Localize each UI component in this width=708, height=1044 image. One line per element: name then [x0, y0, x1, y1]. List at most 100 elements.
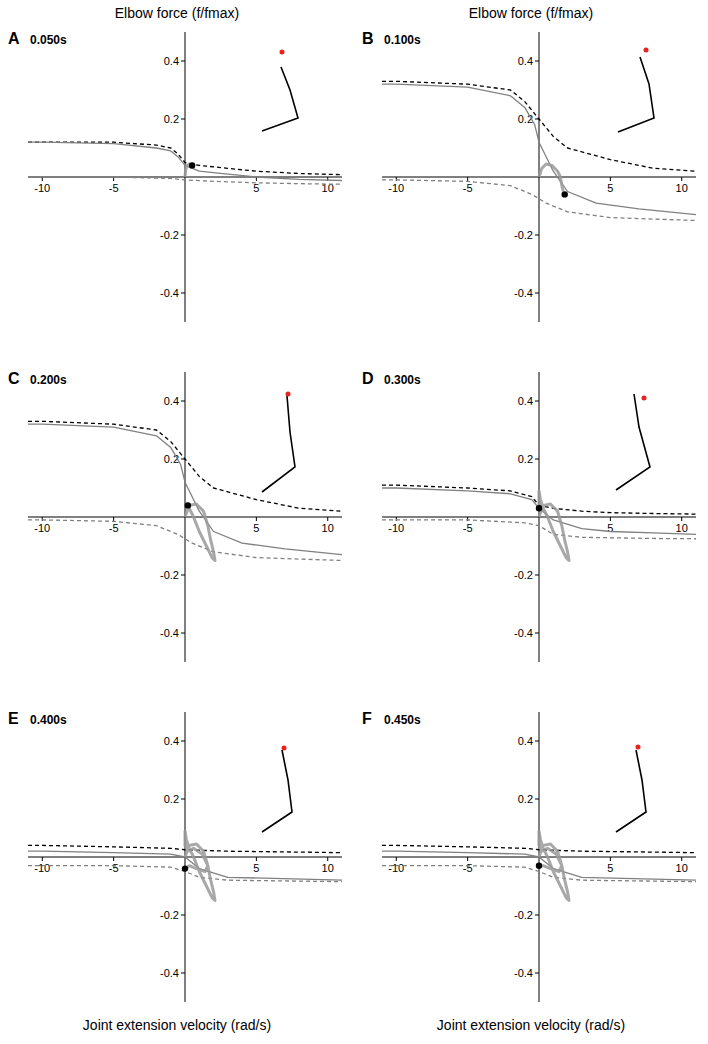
panel-title: 0.300s: [384, 373, 421, 387]
column-title: Elbow force (f/fmax): [469, 5, 593, 21]
y-tick-label: -0.2: [514, 909, 533, 921]
curve: [28, 142, 342, 180]
x-tick: [256, 857, 257, 861]
x-tick-label: 10: [676, 522, 688, 534]
curve: [382, 81, 696, 171]
panel: Joint extension velocity (rad/s) E 0.400s -…: [8, 710, 342, 1033]
x-tick: [327, 857, 328, 861]
plot-area: [28, 831, 342, 901]
y-tick-label: 0.2: [518, 793, 533, 805]
panel-title: 0.200s: [30, 373, 67, 387]
state-point: [185, 502, 191, 508]
y-tick-label: -0.4: [514, 287, 533, 299]
y-tick: [181, 235, 185, 236]
x-tick-label: 10: [322, 522, 334, 534]
y-tick: [181, 61, 185, 62]
plot-area: [382, 81, 696, 220]
y-tick-label: 0.4: [518, 735, 533, 747]
y-tick: [181, 633, 185, 634]
x-tick: [467, 857, 468, 861]
x-tick: [327, 517, 328, 521]
y-tick: [181, 575, 185, 576]
y-tick-label: -0.4: [514, 967, 533, 979]
y-tick: [535, 459, 539, 460]
x-tick: [256, 517, 257, 521]
panel: Elbow force (f/fmax)A0.050s-10-5510-0.4-…: [8, 5, 342, 322]
y-tick: [535, 633, 539, 634]
y-tick-label: -0.2: [160, 909, 179, 921]
curve: [382, 180, 696, 221]
x-tick-label: -10: [388, 862, 404, 874]
y-tick-label: -0.4: [160, 967, 179, 979]
x-tick: [681, 177, 682, 181]
panel: D0.300s-10-5510-0.4-0.20.20.4: [362, 370, 696, 662]
y-tick: [535, 235, 539, 236]
panel-title: 0.400s: [30, 713, 67, 727]
panel-letter: B: [362, 30, 374, 47]
x-tick: [681, 517, 682, 521]
x-tick: [681, 857, 682, 861]
x-tick-label: -5: [109, 522, 119, 534]
x-tick-label: -10: [388, 522, 404, 534]
plot-area: [382, 831, 696, 901]
y-tick: [535, 293, 539, 294]
x-axis-title: Joint extension velocity (rad/s): [83, 1017, 271, 1033]
panel: Elbow force (f/fmax)B0.100s-10-5510-0.4-…: [362, 5, 696, 322]
x-tick-label: 5: [253, 862, 259, 874]
y-tick-label: -0.4: [514, 627, 533, 639]
x-tick: [610, 517, 611, 521]
target: [280, 50, 285, 55]
curve: [28, 177, 342, 184]
trajectory: [185, 504, 215, 561]
figure: Elbow force (f/fmax)A0.050s-10-5510-0.4-…: [0, 0, 708, 1044]
arm-posture: [616, 750, 646, 832]
target: [282, 746, 287, 751]
y-tick: [181, 973, 185, 974]
target: [286, 392, 291, 397]
target: [644, 48, 649, 53]
y-tick-label: -0.2: [160, 229, 179, 241]
panel: C0.200s-10-5510-0.4-0.20.20.4: [8, 370, 342, 662]
state-point: [182, 865, 188, 871]
y-tick-label: 0.2: [518, 453, 533, 465]
panel-letter: D: [362, 370, 374, 387]
y-tick-label: 0.4: [518, 55, 533, 67]
x-tick: [396, 857, 397, 861]
x-tick-label: 10: [676, 862, 688, 874]
state-point: [189, 162, 195, 168]
x-axis-title: Joint extension velocity (rad/s): [437, 1017, 625, 1033]
x-tick: [113, 517, 114, 521]
x-tick-label: -5: [463, 182, 473, 194]
y-tick-label: 0.4: [164, 735, 179, 747]
arm-posture: [262, 396, 295, 492]
trajectory: [185, 831, 215, 901]
x-tick: [610, 177, 611, 181]
y-tick-label: 0.4: [164, 55, 179, 67]
y-tick-label: 0.4: [164, 395, 179, 407]
x-tick-label: -10: [388, 182, 404, 194]
curve: [28, 424, 342, 555]
x-tick-label: 5: [607, 182, 613, 194]
plot-area: [28, 142, 342, 184]
state-point: [536, 863, 542, 869]
y-tick-label: 0.2: [164, 793, 179, 805]
panel-letter: E: [8, 710, 19, 727]
arm-posture: [616, 394, 650, 490]
y-tick: [535, 61, 539, 62]
x-tick-label: -10: [34, 522, 50, 534]
y-tick: [181, 119, 185, 120]
trajectory: [539, 831, 569, 901]
y-tick: [181, 401, 185, 402]
x-tick-label: -5: [109, 862, 119, 874]
x-tick: [467, 177, 468, 181]
y-tick-label: -0.2: [514, 229, 533, 241]
x-tick-label: 10: [322, 862, 334, 874]
panel-letter: A: [8, 30, 20, 47]
y-tick: [535, 401, 539, 402]
x-tick: [42, 857, 43, 861]
x-tick-label: 10: [676, 182, 688, 194]
plot-area: [28, 421, 342, 560]
trajectory: [539, 164, 563, 192]
column-title: Elbow force (f/fmax): [115, 5, 239, 21]
x-tick-label: 5: [607, 862, 613, 874]
